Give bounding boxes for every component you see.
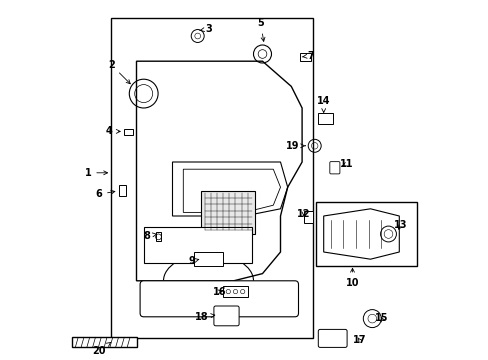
Bar bbox=[156, 232, 160, 241]
Bar bbox=[143, 227, 251, 263]
Text: 19: 19 bbox=[286, 141, 305, 151]
FancyBboxPatch shape bbox=[329, 162, 339, 174]
Bar bbox=[118, 185, 126, 196]
Text: 12: 12 bbox=[297, 209, 310, 219]
Text: 7: 7 bbox=[302, 51, 314, 61]
Text: 5: 5 bbox=[257, 18, 264, 41]
Bar bbox=[123, 129, 133, 135]
Text: 8: 8 bbox=[143, 231, 156, 241]
Bar bbox=[194, 252, 223, 266]
Text: 18: 18 bbox=[194, 312, 214, 322]
Text: 10: 10 bbox=[345, 268, 359, 288]
FancyBboxPatch shape bbox=[318, 329, 346, 347]
Text: 1: 1 bbox=[84, 168, 107, 178]
Bar bbox=[318, 113, 332, 124]
Bar bbox=[201, 191, 255, 234]
Bar bbox=[300, 53, 310, 61]
Text: 16: 16 bbox=[212, 287, 225, 297]
FancyBboxPatch shape bbox=[213, 306, 239, 326]
Text: 3: 3 bbox=[199, 24, 211, 34]
Text: 11: 11 bbox=[340, 159, 353, 169]
FancyBboxPatch shape bbox=[140, 281, 298, 317]
Text: 15: 15 bbox=[374, 312, 387, 323]
Bar bbox=[72, 337, 136, 347]
Text: 13: 13 bbox=[393, 220, 407, 230]
Bar bbox=[303, 211, 312, 223]
Bar bbox=[316, 202, 416, 266]
Text: 2: 2 bbox=[108, 60, 130, 84]
Text: 17: 17 bbox=[352, 335, 366, 345]
Bar bbox=[223, 286, 247, 297]
Text: 20: 20 bbox=[92, 342, 110, 356]
Bar bbox=[111, 18, 312, 338]
Text: 14: 14 bbox=[316, 96, 330, 112]
Text: 9: 9 bbox=[188, 256, 198, 266]
Text: 4: 4 bbox=[106, 126, 120, 136]
Text: 6: 6 bbox=[95, 189, 115, 199]
